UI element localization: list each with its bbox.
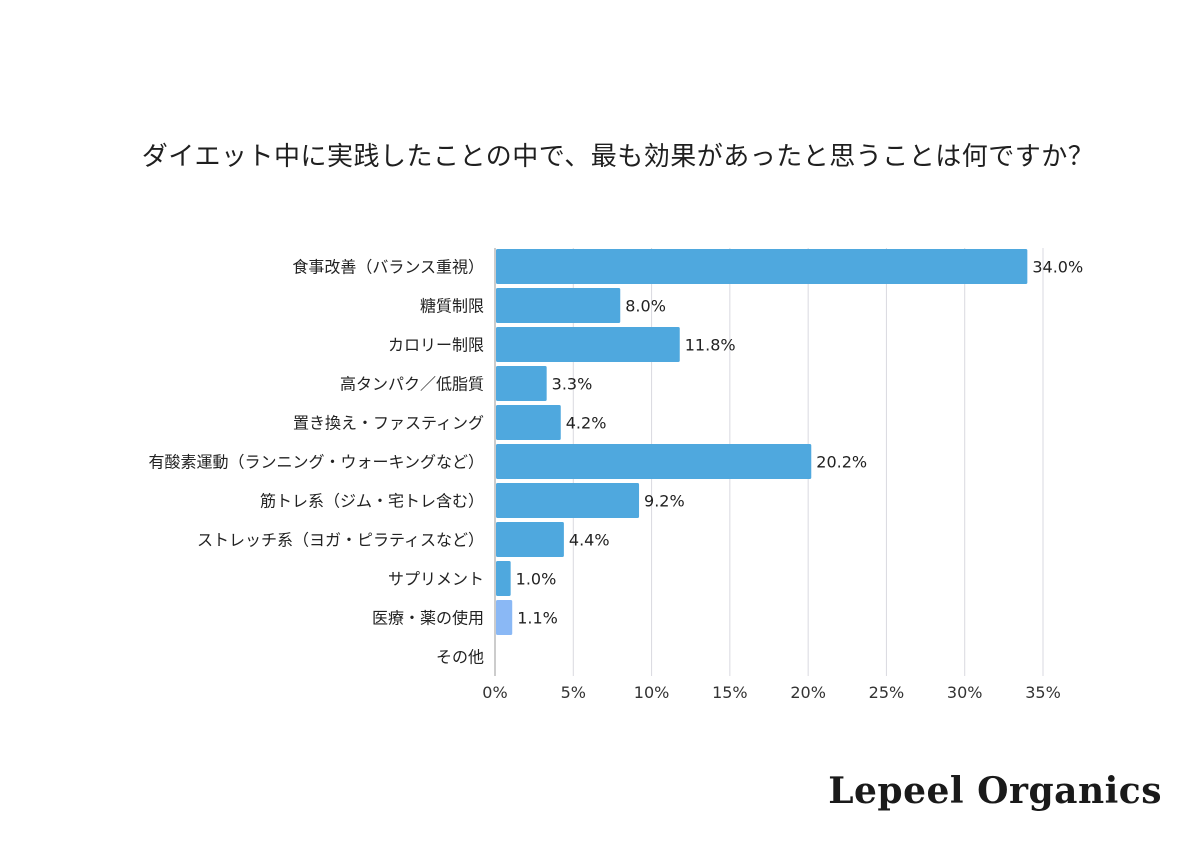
category-label: 高タンパク／低脂質 — [340, 375, 484, 394]
x-tick-label: 0% — [482, 683, 507, 702]
data-label: 11.8% — [685, 336, 736, 355]
x-tick-label: 25% — [869, 683, 905, 702]
category-label: カロリー制限 — [388, 336, 484, 355]
category-label: 糖質制限 — [420, 297, 484, 316]
category-label: 置き換え・ファスティング — [293, 414, 484, 433]
bars — [496, 249, 1028, 635]
bar — [496, 327, 680, 362]
x-tick-label: 20% — [790, 683, 826, 702]
data-label: 1.0% — [516, 570, 557, 589]
bar — [496, 522, 564, 557]
data-label: 1.1% — [517, 609, 558, 628]
bar — [496, 366, 547, 401]
data-label: 9.2% — [644, 492, 685, 511]
bar — [496, 405, 561, 440]
category-label: 筋トレ系（ジム・宅トレ含む） — [260, 492, 484, 511]
category-label: 有酸素運動（ランニング・ウォーキングなど） — [148, 453, 484, 472]
bar — [496, 444, 812, 479]
bar — [496, 288, 621, 323]
data-label: 3.3% — [552, 375, 593, 394]
category-labels: 食事改善（バランス重視） 糖質制限カロリー制限高タンパク／低脂質置き換え・ファステ… — [148, 258, 484, 667]
data-label: 4.4% — [569, 531, 610, 550]
bar — [496, 561, 511, 596]
x-tick-label: 35% — [1025, 683, 1061, 702]
category-label: サプリメント — [388, 570, 484, 589]
brand-logo: Lepeel Organics — [828, 770, 1162, 812]
bar — [496, 483, 640, 518]
x-tick-label: 10% — [634, 683, 670, 702]
data-label: 8.0% — [625, 297, 666, 316]
data-label: 34.0% — [1032, 258, 1083, 277]
x-tick-label: 5% — [561, 683, 586, 702]
x-tick-label: 30% — [947, 683, 983, 702]
value-labels: 34.0% 8.0% 11.8% 3.3% 4.2% 20.2% 9.2% 4.4% 1.0% 1… — [516, 258, 1084, 628]
chart-title: ダイエット中に実践したことの中で、最も効果があったと思うことは何ですか？ — [141, 142, 1095, 172]
category-label: ストレッチ系（ヨガ・ピラティスなど） — [197, 531, 484, 550]
x-tick-label: 15% — [712, 683, 748, 702]
bar — [496, 600, 513, 635]
data-label: 20.2% — [816, 453, 867, 472]
category-label: 医療・薬の使用 — [372, 609, 484, 628]
data-label: 4.2% — [566, 414, 607, 433]
x-axis-ticks: 0% 5% 10% 15% 20% 25% 30% 35% — [482, 683, 1060, 702]
bar — [496, 249, 1028, 284]
category-label: 食事改善（バランス重視） — [292, 258, 484, 277]
category-label: その他 — [436, 648, 484, 667]
